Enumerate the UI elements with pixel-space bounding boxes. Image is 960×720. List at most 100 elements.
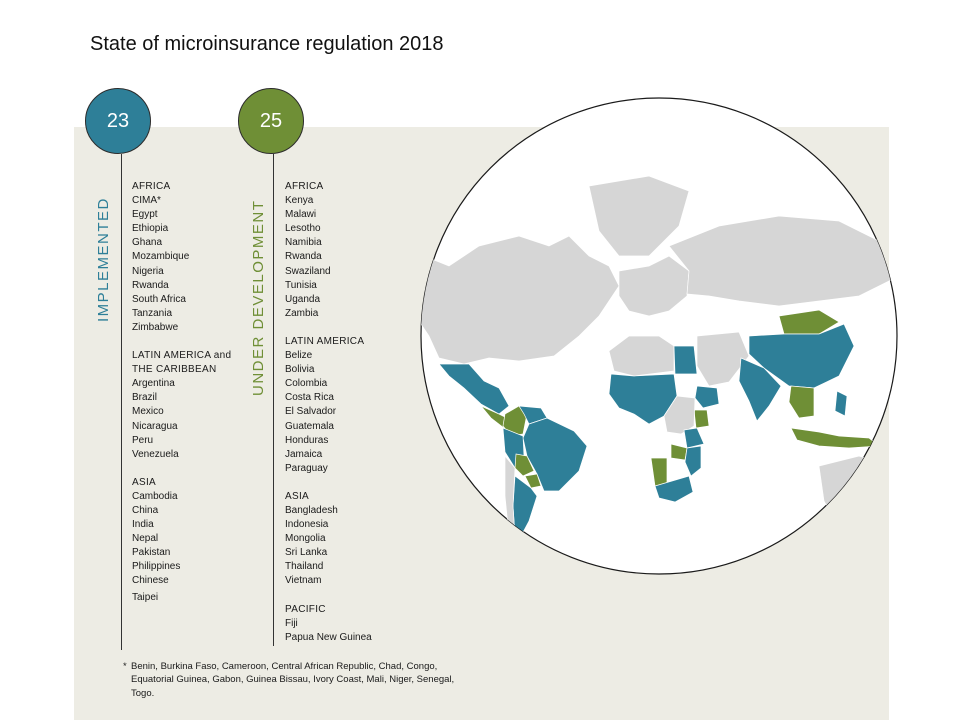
development-label: UNDER DEVELOPMENT [250,199,267,396]
brazil [522,417,588,492]
implemented-country: Argentina [132,378,175,390]
implemented-country: Taipei [132,591,159,603]
implemented-country: Nicaragua [132,420,178,432]
china [748,323,855,389]
development-country: Paraguay [285,462,328,474]
middle-east [696,331,750,387]
development-count-badge: 25 [238,88,304,154]
tanzania [683,427,705,449]
implemented-country: Mozambique [132,251,190,263]
implemented-country: Philippines [132,561,181,573]
implemented-country: Nigeria [132,265,164,277]
globe-svg [420,97,898,575]
footnote-marker: * [123,661,127,672]
implemented-line [121,154,122,650]
development-group: AFRICA Kenya Malawi Lesotho Namibia Rwanda Swa… [285,180,397,321]
southeast-asia [788,385,815,419]
implemented-group-header: LATIN AMERICA and THE CARIBBEAN [132,350,232,376]
implemented-group: AFRICA CIMA* Egypt Ethiopia Ghana Mozambique N… [132,180,244,335]
development-country: Zambia [285,307,319,319]
development-country: Namibia [285,237,322,249]
development-country: El Salvador [285,406,337,418]
implemented-country: South Africa [132,293,186,305]
implemented-label: IMPLEMENTED [95,197,112,322]
australia [818,455,897,537]
implemented-country: Cambodia [132,490,178,502]
implemented-country: India [132,519,154,531]
footnote: * Benin, Burkina Faso, Cameroon, Central… [123,660,463,700]
chile [504,455,516,537]
page-title: State of microinsurance regulation 2018 [90,33,444,55]
implemented-list: AFRICA CIMA* Egypt Ethiopia Ghana Mozambique N… [132,180,244,619]
development-group: ASIA Bangladesh Indonesia Mongolia Sri Lanka… [285,490,397,589]
development-country: Uganda [285,293,321,305]
development-country: Indonesia [285,519,329,531]
mexico [438,363,510,415]
implemented-country: China [132,504,159,516]
implemented-country: Zimbabwe [132,321,179,333]
implemented-group-header: AFRICA [132,181,171,192]
implemented-country: CIMA* [132,195,161,207]
development-country: Kenya [285,195,314,207]
footnote-text: Benin, Burkina Faso, Cameroon, Central A… [131,661,455,699]
west-africa-cima [608,373,678,425]
development-country: Lesotho [285,223,321,235]
development-group-header: ASIA [285,490,309,502]
development-country: Bolivia [285,364,315,376]
central-africa [663,395,696,435]
development-group-header: PACIFIC [285,603,326,615]
implemented-group: ASIA Cambodia China India Nepal Pakistan Phili… [132,476,244,605]
implemented-count-badge: 23 [85,88,151,154]
implemented-country: Venezuela [132,448,179,460]
development-country: Costa Rica [285,392,334,404]
implemented-country: Ethiopia [132,223,169,235]
implemented-country: Rwanda [132,279,169,291]
development-country: Tunisia [285,279,317,291]
development-group: PACIFIC Fiji Papua New Guinea [285,603,397,645]
implemented-group-header: ASIA [132,476,156,488]
development-country: Rwanda [285,251,322,263]
india [738,357,782,422]
south-africa [654,475,694,503]
kenya [693,409,710,429]
mozambique [684,445,702,477]
implemented-country: Brazil [132,392,158,404]
development-country: Guatemala [285,420,334,432]
ethiopia [694,385,720,409]
world-map [419,96,899,576]
development-group: LATIN AMERICA Belize Bolivia Colombia Costa … [285,335,397,476]
implemented-country: Mexico [132,406,164,418]
development-country: Mongolia [285,533,326,545]
europe [618,255,690,317]
development-line [273,154,274,646]
russia [668,215,897,307]
implemented-country: Pakistan [132,547,171,559]
development-group-header: LATIN AMERICA [285,335,365,347]
implemented-group: LATIN AMERICA and THE CARIBBEAN Argentina… [132,349,244,462]
development-country: Honduras [285,434,329,446]
development-country: Malawi [285,209,317,221]
implemented-country: Egypt [132,209,158,221]
implemented-country: Chinese [132,575,169,587]
development-list: AFRICA Kenya Malawi Lesotho Namibia Rwanda Swa… [285,180,397,659]
development-country: Fiji [285,617,298,629]
development-country: Colombia [285,378,328,390]
paraguay [524,473,542,489]
egypt [673,345,698,375]
implemented-country: Tanzania [132,307,173,319]
bolivia [514,453,535,477]
development-country: Vietnam [285,575,322,587]
development-group-header: AFRICA [285,181,324,192]
mongolia [778,309,840,335]
development-country: Swaziland [285,265,331,277]
north-africa [608,335,675,377]
development-country: Bangladesh [285,504,338,516]
implemented-country: Ghana [132,237,163,249]
development-country: Sri Lanka [285,547,328,559]
implemented-country: Nepal [132,533,159,545]
development-country: Belize [285,350,313,362]
philippines [834,390,848,417]
greenland [588,175,690,257]
development-country: Thailand [285,561,324,573]
implemented-country: Peru [132,434,154,446]
